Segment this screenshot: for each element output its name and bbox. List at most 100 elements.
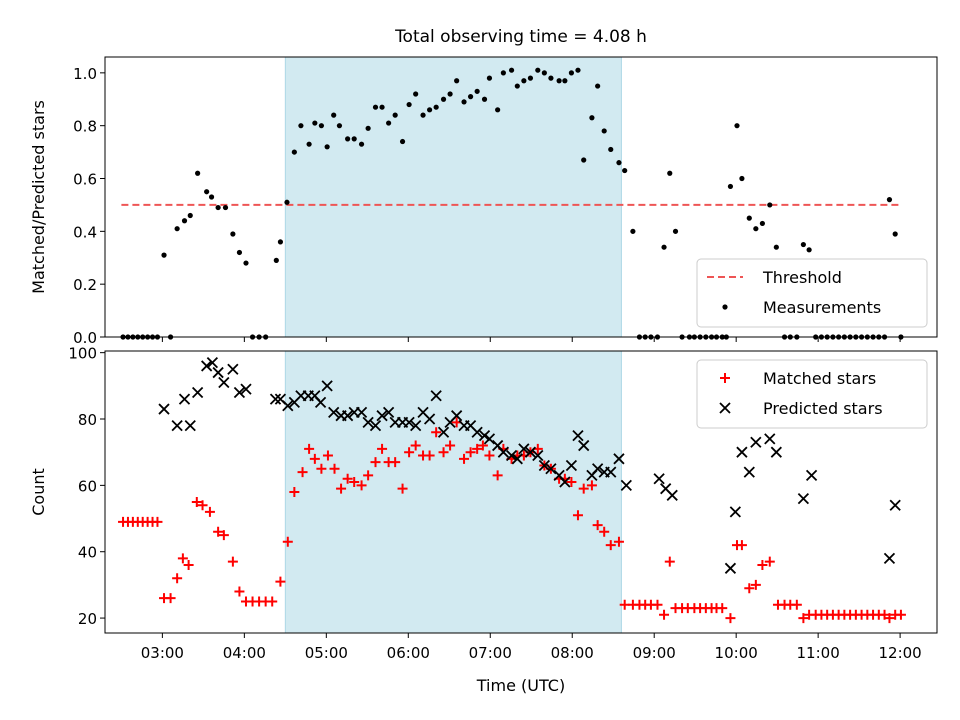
measurement-point (291, 149, 297, 155)
predicted-star-point (883, 552, 896, 564)
matched-star-point (275, 576, 286, 587)
measurement-point (336, 123, 343, 129)
matched-star-point (757, 559, 768, 570)
matched-star-point (725, 613, 736, 624)
matched-star-point (605, 540, 616, 551)
measurement-point (324, 144, 330, 150)
measurement-point (616, 160, 622, 166)
matched-star-point (895, 609, 906, 620)
y-tick-label: 0.0 (73, 329, 97, 347)
measurement-point (500, 70, 506, 76)
matched-star-point (322, 450, 333, 461)
x-tick-label: 04:00 (223, 644, 266, 662)
matched-star-point (267, 596, 278, 607)
predicted-star-point (750, 436, 762, 448)
measurement-point (243, 260, 249, 266)
measurement-point (886, 197, 893, 203)
measurement-point (331, 112, 337, 118)
measurement-point (562, 78, 568, 84)
predicted-star-point (233, 386, 246, 399)
matched-star-point (342, 473, 353, 484)
predicted-star-point (403, 416, 415, 428)
x-tick-label: 06:00 (387, 644, 430, 662)
measurement-point (527, 75, 534, 81)
x-tick-label: 11:00 (797, 644, 840, 662)
measurement-point (746, 215, 752, 221)
legend-box (696, 359, 928, 429)
measurement-point (661, 244, 667, 250)
measurement-point (204, 189, 210, 195)
matched-star-point (349, 477, 360, 488)
predicted-star-point (666, 489, 678, 501)
matched-star-point (599, 526, 610, 537)
measurement-point (486, 75, 493, 81)
measurement-point (386, 120, 392, 126)
predicted-star-point (653, 473, 665, 485)
matched-star-point (717, 603, 728, 614)
matched-star-point (152, 516, 163, 527)
predicted-star-point (184, 420, 196, 432)
measurement-point (298, 123, 304, 129)
figure-title: Total observing time = 4.08 h (394, 27, 647, 47)
matched-star-point (586, 480, 597, 491)
predicted-star-point (227, 363, 239, 375)
measurement-point (581, 157, 587, 163)
predicted-star-point (240, 383, 252, 395)
matched-star-point (410, 440, 421, 451)
predicted-star-point (805, 469, 818, 482)
measurement-point (521, 78, 527, 84)
measurement-point (739, 175, 745, 182)
predicted-star-point (430, 390, 442, 402)
measurement-point (230, 231, 236, 237)
matched-star-point (566, 477, 577, 488)
measurement-point (495, 107, 501, 113)
predicted-star-point (524, 446, 537, 458)
predicted-star-point (797, 492, 810, 505)
measurement-point (318, 123, 325, 129)
predicted-star-point (505, 449, 518, 462)
predicted-star-point (191, 386, 204, 399)
predicted-star-point (382, 406, 395, 419)
matched-star-point (218, 530, 229, 541)
predicted-star-point (471, 426, 483, 438)
legend-predicted-swatch (719, 402, 731, 414)
measurement-point (727, 183, 734, 190)
matched-star-point (438, 447, 449, 458)
observing-window-shade (284, 56, 622, 338)
measurement-point (399, 138, 406, 145)
matched-star-point (492, 470, 503, 481)
legend-entry-label: Measurements (763, 298, 881, 317)
predicted-star-point (328, 406, 340, 419)
y-tick-label: 100 (68, 345, 97, 363)
measurement-point (622, 167, 628, 174)
matched-star-point (791, 599, 802, 610)
measurement-point (284, 199, 290, 205)
predicted-star-point (532, 449, 544, 462)
matched-star-point (390, 457, 401, 468)
measurement-point (440, 96, 447, 102)
predicted-star-point (572, 429, 584, 442)
x-tick-label: 10:00 (715, 644, 758, 662)
legend-entry-label: Threshold (762, 268, 842, 287)
predicted-star-point (729, 506, 741, 518)
matched-star-point (578, 483, 589, 494)
matched-star-point (744, 583, 755, 594)
legend-entry-label: Matched stars (763, 369, 876, 388)
matched-star-point (304, 443, 315, 454)
predicted-star-point (743, 466, 755, 478)
x-tick-label: 12:00 (878, 644, 921, 662)
predicted-star-point (369, 420, 382, 432)
matched-star-point (592, 520, 603, 531)
measurement-point (767, 202, 773, 208)
measurement-point (406, 101, 412, 108)
measurement-point (306, 141, 312, 147)
measurement-point (759, 220, 766, 227)
matched-star-point (472, 443, 483, 454)
matched-star-point (465, 447, 476, 458)
measurement-point (277, 239, 284, 245)
matched-star-point (329, 463, 340, 474)
measurement-point (514, 83, 520, 89)
measurement-point (392, 112, 398, 118)
predicted-star-point (565, 459, 578, 472)
